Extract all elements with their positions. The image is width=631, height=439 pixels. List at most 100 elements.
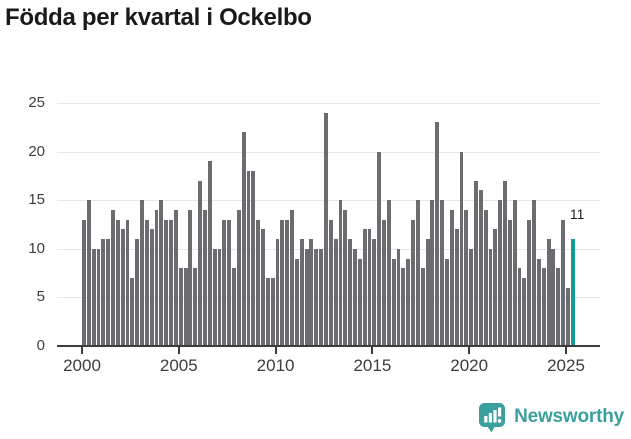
bar-2007-q3 [227, 219, 232, 346]
x-axis-label-2005: 2005 [159, 356, 198, 375]
bar-2015-q3 [382, 219, 386, 346]
bar-2004-q3 [169, 219, 173, 346]
bar-2011-q2 [299, 239, 304, 346]
bar-2017-q4 [425, 239, 430, 346]
bar-2003-q3 [149, 229, 154, 346]
y-axis-label-15: 15 [28, 191, 45, 209]
gridline-y15 [57, 200, 600, 202]
bar-2018-q4 [445, 258, 449, 346]
bar-highlight-2025-q2 [570, 239, 575, 346]
bar-2008-q3 [246, 171, 251, 346]
bar-2021-q4 [503, 180, 507, 346]
newsworthy-logo-icon [479, 402, 506, 432]
bar-2010-q3 [285, 219, 290, 346]
bar-2009-q4 [270, 277, 275, 346]
bar-2005-q1 [178, 268, 183, 346]
bar-2018-q1 [430, 200, 435, 346]
bar-2007-q2 [222, 219, 227, 346]
bar-2007-q4 [232, 268, 236, 346]
x-tick-2015 [371, 347, 374, 354]
bar-2013-q4 [348, 239, 353, 346]
bar-2008-q1 [236, 209, 241, 346]
gridline-y10 [57, 248, 600, 250]
newsworthy-brand[interactable]: Newsworthy [478, 401, 624, 433]
bar-2002-q1 [120, 229, 125, 346]
bar-2017-q3 [420, 268, 425, 346]
bar-2018-q2 [435, 122, 440, 346]
bar-2019-q3 [459, 151, 464, 346]
bar-2001-q1 [101, 239, 106, 346]
bar-2014-q1 [353, 248, 357, 346]
bar-2003-q4 [154, 209, 159, 346]
bar-2019-q4 [464, 209, 469, 346]
bar-2000-q1 [82, 219, 86, 346]
brand-name: Newsworthy [514, 406, 624, 427]
x-axis-label-2015: 2015 [353, 356, 392, 375]
x-axis-label-2000: 2000 [63, 356, 101, 375]
bar-2013-q3 [343, 209, 348, 346]
bar-2023-q1 [527, 219, 532, 346]
bar-2022-q4 [522, 277, 527, 346]
bar-2012-q4 [328, 219, 333, 346]
bar-2004-q4 [173, 209, 178, 346]
x-axis-label-2010: 2010 [256, 356, 295, 375]
bar-2020-q3 [478, 190, 483, 346]
bar-2002-q3 [130, 277, 135, 346]
bar-2016-q4 [406, 258, 411, 346]
x-axis-label-2020: 2020 [450, 356, 489, 375]
bar-2022-q2 [512, 200, 517, 346]
y-axis-label-10: 10 [28, 239, 45, 257]
last-value-annotation: 11 [569, 206, 585, 223]
x-tick-2025 [565, 347, 567, 354]
bar-2011-q4 [309, 239, 314, 346]
bar-2019-q1 [449, 209, 454, 346]
bar-2009-q1 [256, 219, 261, 346]
bar-2006-q1 [198, 180, 203, 346]
bar-2022-q3 [517, 268, 522, 346]
bar-2003-q2 [144, 219, 149, 346]
bar-2025-q1 [566, 287, 570, 346]
bar-2018-q3 [440, 200, 445, 346]
bar-2015-q2 [377, 151, 382, 346]
bar-2024-q3 [556, 268, 561, 346]
bar-2021-q2 [493, 229, 498, 346]
bar-2004-q1 [159, 200, 164, 346]
bar-2009-q2 [261, 229, 265, 346]
bar-2008-q4 [251, 171, 256, 346]
bar-2020-q2 [474, 180, 478, 346]
bar-2003-q1 [140, 200, 144, 346]
gridline-y25 [57, 102, 600, 104]
x-axis-label-2025: 2025 [547, 356, 585, 375]
bar-2020-q4 [483, 209, 488, 346]
bar-2014-q4 [367, 229, 372, 346]
bar-2017-q2 [415, 200, 420, 346]
bar-2013-q1 [333, 239, 338, 346]
bar-2008-q2 [241, 132, 246, 346]
y-axis-label-0: 0 [36, 337, 45, 354]
bar-2016-q2 [396, 248, 401, 346]
bar-2000-q4 [96, 248, 101, 346]
bar-2015-q1 [372, 239, 377, 346]
bar-2006-q3 [207, 161, 212, 346]
bar-2017-q1 [411, 219, 415, 346]
x-tick-2005 [177, 347, 180, 354]
bar-2019-q2 [454, 229, 459, 346]
bar-2005-q2 [183, 268, 188, 346]
bar-2001-q4 [115, 219, 120, 346]
bar-2002-q4 [135, 239, 140, 346]
x-tick-2020 [468, 347, 471, 354]
bar-2012-q2 [319, 248, 324, 346]
bar-2010-q2 [280, 219, 285, 346]
bar-2005-q4 [193, 268, 198, 346]
bar-2005-q3 [188, 209, 193, 346]
bar-2014-q2 [357, 258, 362, 346]
x-tick-2000 [81, 347, 83, 354]
bar-2011-q3 [304, 248, 309, 346]
bar-2001-q3 [111, 209, 115, 346]
y-axis-label-20: 20 [28, 142, 45, 160]
bar-2006-q4 [212, 248, 217, 346]
bar-2015-q4 [386, 200, 391, 346]
bar-2024-q1 [546, 239, 551, 346]
x-tick-2010 [274, 347, 277, 354]
bar-2016-q3 [401, 268, 406, 346]
